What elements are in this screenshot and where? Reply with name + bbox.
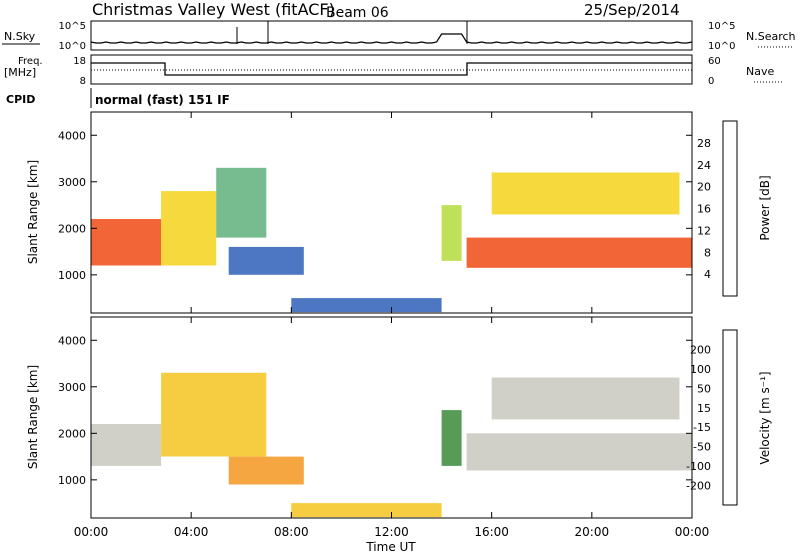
velocity-region-2 [228,456,304,485]
power-panel: 1000 2000 3000 4000 Slant Range [km] [26,111,693,314]
power-region-0 [91,219,162,266]
beam-label: Beam 06 [326,5,389,21]
power-region-5 [441,205,462,261]
velocity-scale-tick-4: -15 [693,421,711,434]
velocity-scale-tick-6: -100 [686,460,711,473]
velocity-data [91,372,692,518]
nave-tick-bottom: 0 [708,76,714,87]
velocity-ylabel: Slant Range [km] [26,365,40,469]
power-data [91,167,692,313]
date-label: 25/Sep/2014 [584,1,680,19]
velocity-panel: 1000 2000 3000 4000 Slant Range [km] [26,316,693,519]
power-region-2 [216,167,267,238]
velocity-scale-tick-1: 100 [690,363,711,376]
power-colorbar-label: Power [dB] [758,175,772,240]
noise-panel: N.Sky 10^5 10^0 10^5 10^0 N.Search [2,20,796,52]
freq-unit-label: [MHz] [4,66,36,79]
time-xlabel: Time UT [365,540,416,554]
x-tick-4: 16:00 [474,525,509,539]
nave-tick-top: 60 [708,56,721,67]
frequency-panel: Freq. [MHz] 18 8 60 0 Nave [4,54,782,87]
noise-right-tick-bottom: 10^0 [708,41,735,52]
velocity-colorbar-label: Velocity [m s⁻¹] [758,371,772,464]
velocity-scale-tick-5: -50 [693,441,711,454]
freq-label: Freq. [18,56,43,67]
velocity-region-6 [491,377,680,420]
noise-right-tick-top: 10^5 [708,21,735,32]
x-tick-2: 08:00 [274,525,309,539]
cpid-label: CPID [6,93,35,106]
power-y-tick-0: 1000 [58,269,86,282]
power-region-4 [291,298,442,313]
velocity-scale-tick-0: 200 [690,343,711,356]
velocity-region-3 [291,503,442,518]
velocity-region-1 [161,372,267,457]
noise-left-tick-top: 10^5 [59,21,86,32]
velocity-y-tick-0: 1000 [58,474,86,487]
power-scale-tick-3: 16 [697,203,711,216]
velocity-colorbar: 200 100 50 15 -15 -50 -100 -200 Velocity [m s⁻¹… [686,329,772,506]
power-ylabel: Slant Range [km] [26,160,40,264]
freq-tick-top: 18 [73,56,86,67]
x-tick-5: 20:00 [575,525,610,539]
power-y-tick-2: 3000 [58,176,86,189]
velocity-region-4 [441,410,462,466]
x-tick-6: 00:00 [675,525,710,539]
velocity-y-tick-3: 4000 [58,334,86,347]
velocity-region-0 [91,424,162,466]
power-region-7 [491,172,680,215]
power-region-3 [228,246,304,275]
power-scale-tick-5: 24 [697,159,711,172]
noise-search-label: N.Search [746,30,796,43]
power-scale-tick-6: 28 [697,137,711,150]
power-region-1 [161,191,217,266]
velocity-y-tick-2: 3000 [58,381,86,394]
station-title: Christmas Valley West (fitACF) [92,0,335,19]
power-colorbar: 4 8 12 16 20 24 28 Power [dB] [697,120,772,297]
power-scale-tick-0: 4 [704,268,711,281]
velocity-y-tick-1: 2000 [58,427,86,440]
noise-left-tick-bottom: 10^0 [59,41,86,52]
power-y-tick-3: 4000 [58,129,86,142]
noise-sky-label: N.Sky [4,30,36,43]
x-tick-3: 12:00 [374,525,409,539]
velocity-scale-tick-7: -200 [686,480,711,493]
freq-tick-bottom: 8 [80,76,86,87]
power-region-6 [466,237,692,268]
frequency-line [91,62,692,76]
noise-sky-line [90,33,693,44]
power-y-tick-1: 2000 [58,222,86,235]
velocity-scale-tick-3: 15 [697,402,711,415]
x-tick-1: 04:00 [174,525,209,539]
cpid-mode: normal (fast) 151 IF [95,93,230,107]
velocity-region-5 [466,433,692,471]
power-scale-tick-4: 20 [697,181,711,194]
nave-label: Nave [746,65,774,78]
x-tick-0: 00:00 [74,525,109,539]
power-scale-tick-1: 8 [704,246,711,259]
velocity-scale-tick-2: 50 [697,382,711,395]
power-scale-tick-2: 12 [697,224,711,237]
